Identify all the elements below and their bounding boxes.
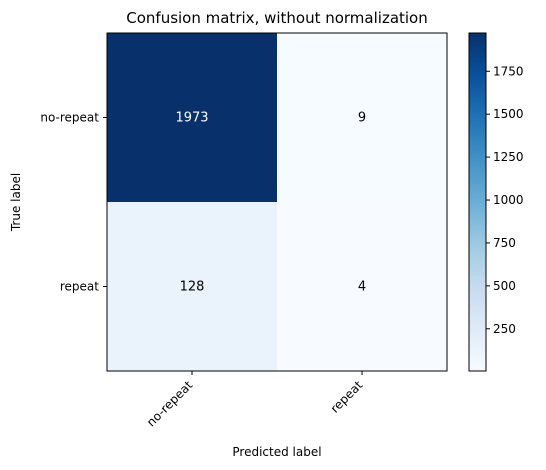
cell-value-label: 9 (358, 111, 366, 126)
cell-value-label: 128 (180, 280, 205, 295)
cell-value-label: 1973 (175, 111, 208, 126)
heatmap-cell (107, 33, 277, 202)
plot-frame (106, 32, 448, 372)
colorbar-tick-label: 250 (493, 322, 516, 336)
x-tick-label: repeat (328, 378, 366, 416)
colorbar-tick-label: 1250 (493, 150, 524, 164)
x-axis-label: Predicted label (232, 445, 321, 459)
heatmap-cell (277, 202, 447, 371)
colorbar-tick-label: 1500 (493, 107, 524, 121)
chart-title: Confusion matrix, without normalization (126, 9, 428, 27)
y-axis-ticks: no-repeat repeat (40, 111, 107, 294)
heatmap-cell (277, 33, 447, 202)
y-tick-label: no-repeat (40, 111, 99, 125)
x-axis-ticks: no-repeat repeat (144, 371, 366, 430)
colorbar-tick-label: 1000 (493, 193, 524, 207)
y-tick-label: repeat (60, 280, 99, 294)
x-tick-label: no-repeat (144, 378, 196, 430)
colorbar (469, 33, 486, 371)
y-axis-label: True label (9, 173, 23, 232)
cell-value-label: 4 (358, 280, 366, 295)
colorbar-tick-label: 750 (493, 236, 516, 250)
cell-value-labels: 1973 9 128 4 (175, 111, 366, 295)
colorbar-tick-label: 500 (493, 279, 516, 293)
colorbar-ticks: 250 500 750 1000 1250 1500 1750 (486, 64, 524, 336)
colorbar-tick-label: 1750 (493, 64, 524, 78)
heatmap-cell (107, 202, 277, 371)
colorbar-frame (468, 32, 487, 372)
heatmap-cells (107, 33, 447, 371)
